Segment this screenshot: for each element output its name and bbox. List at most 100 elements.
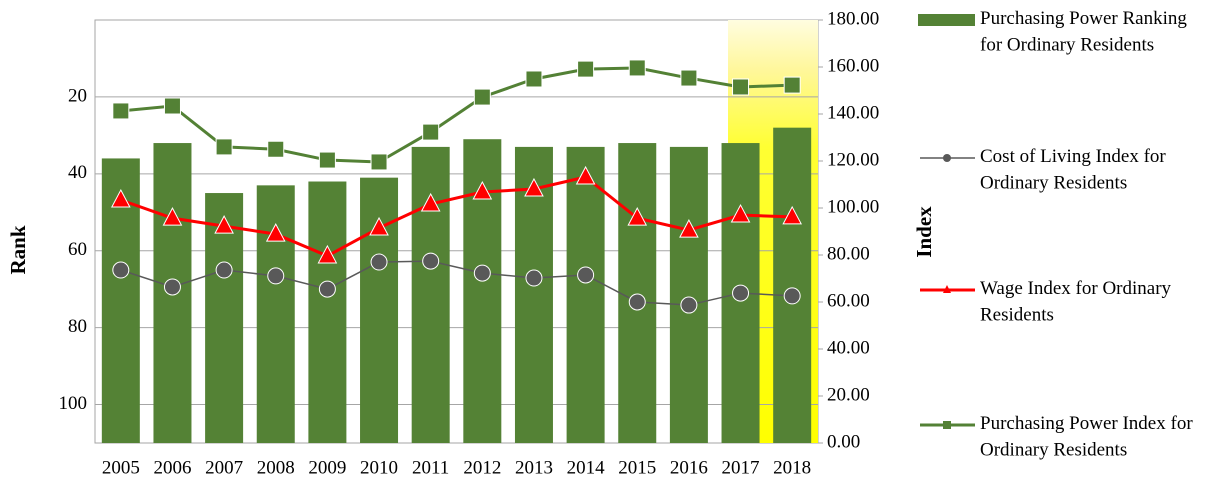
legend-line-text: Purchasing Power Index for	[980, 413, 1193, 434]
point	[214, 215, 234, 234]
y-tick-label: 40	[68, 162, 87, 183]
point	[680, 69, 698, 87]
y-axis-title: Rank	[6, 225, 30, 274]
y2-tick-label: 120.00	[827, 149, 879, 170]
point	[473, 264, 491, 282]
y2-tick-label: 60.00	[827, 290, 870, 311]
bar	[669, 146, 708, 443]
x-tick-label: 2011	[412, 457, 449, 478]
bar	[205, 193, 244, 443]
y-tick-label: 80	[68, 316, 87, 337]
line	[120, 175, 793, 258]
bar	[308, 181, 347, 443]
series-2	[110, 165, 803, 264]
y2-axis-title: Index	[912, 206, 936, 258]
legend-marker	[943, 154, 951, 162]
x-tick-label: 2010	[360, 457, 398, 478]
point	[369, 216, 389, 236]
point	[782, 205, 803, 225]
point	[524, 177, 544, 197]
x-tick-label: 2009	[308, 457, 346, 478]
y2-tick-label: 20.00	[827, 384, 870, 405]
point	[577, 60, 595, 78]
point	[112, 102, 130, 120]
bar	[618, 143, 657, 443]
legend-label: Wage Index for Ordinary Residents	[980, 278, 1172, 326]
point	[732, 284, 750, 302]
point	[163, 278, 181, 296]
point	[628, 59, 646, 77]
point	[525, 269, 543, 287]
legend-line-text: Ordinary Residents	[980, 173, 1127, 194]
point	[680, 296, 698, 314]
y2-tick-label: 180.00	[827, 8, 879, 29]
legend-line-text: for Ordinary Residents	[980, 35, 1154, 56]
point	[265, 223, 286, 242]
point	[318, 280, 336, 298]
legend-label: Purchasing Power Index for Ordinary Resid…	[980, 413, 1193, 461]
legend-line-text: Cost of Living Index for	[980, 146, 1166, 167]
point	[577, 266, 595, 284]
point	[422, 123, 440, 141]
y2-tick-label: 100.00	[827, 196, 879, 217]
y2-tick-label: 80.00	[827, 243, 870, 264]
bar	[566, 146, 605, 443]
point	[473, 88, 491, 106]
point	[163, 97, 181, 115]
x-tick-label: 2008	[257, 457, 295, 478]
x-tick-label: 2017	[722, 457, 760, 478]
y2-tick-label: 160.00	[827, 55, 879, 76]
bar	[773, 127, 812, 443]
y-tick-label: 100	[59, 393, 88, 414]
legend-marker	[943, 421, 951, 429]
line	[120, 66, 793, 164]
point	[679, 219, 699, 238]
point	[215, 261, 233, 279]
point	[628, 293, 646, 311]
y-tick-label: 60	[68, 239, 87, 260]
point	[783, 76, 801, 94]
point	[110, 188, 131, 208]
point	[420, 192, 441, 212]
x-tick-label: 2014	[567, 457, 606, 478]
y2-tick-label: 40.00	[827, 337, 870, 358]
x-tick-label: 2015	[618, 457, 656, 478]
point	[370, 153, 388, 171]
legend-swatch	[918, 14, 975, 26]
legend-label: Purchasing Power Ranking for Ordinary Res…	[980, 8, 1187, 56]
x-tick-label: 2016	[670, 457, 708, 478]
point	[525, 70, 543, 88]
point	[370, 253, 388, 271]
legend-marker	[943, 285, 951, 293]
x-tick-label: 2013	[515, 457, 553, 478]
point	[267, 267, 285, 285]
legend-line-text: Purchasing Power Ranking	[980, 8, 1187, 29]
point	[472, 180, 493, 200]
point	[783, 287, 801, 305]
point	[215, 138, 233, 156]
y2-tick-label: 0.00	[827, 431, 860, 452]
legend-line-text: Residents	[980, 305, 1054, 326]
x-tick-label: 2006	[153, 457, 191, 478]
point	[575, 165, 596, 185]
series-1	[112, 252, 801, 314]
point	[422, 252, 440, 270]
x-tick-label: 2018	[773, 457, 811, 478]
x-tick-label: 2005	[102, 457, 140, 478]
point	[162, 207, 183, 226]
point	[732, 78, 750, 96]
point	[730, 203, 751, 223]
point	[267, 140, 285, 158]
y2-tick-label: 140.00	[827, 102, 879, 123]
bar	[411, 146, 450, 443]
legend-label: Cost of Living Index for Ordinary Residen…	[980, 146, 1166, 194]
y-tick-label: 20	[68, 85, 87, 106]
legend-line-text: Ordinary Residents	[980, 440, 1127, 461]
x-tick-label: 2012	[463, 457, 501, 478]
point	[112, 261, 130, 279]
point	[627, 207, 648, 226]
x-tick-label: 2007	[205, 457, 243, 478]
point	[318, 151, 336, 169]
series-3	[112, 59, 801, 171]
